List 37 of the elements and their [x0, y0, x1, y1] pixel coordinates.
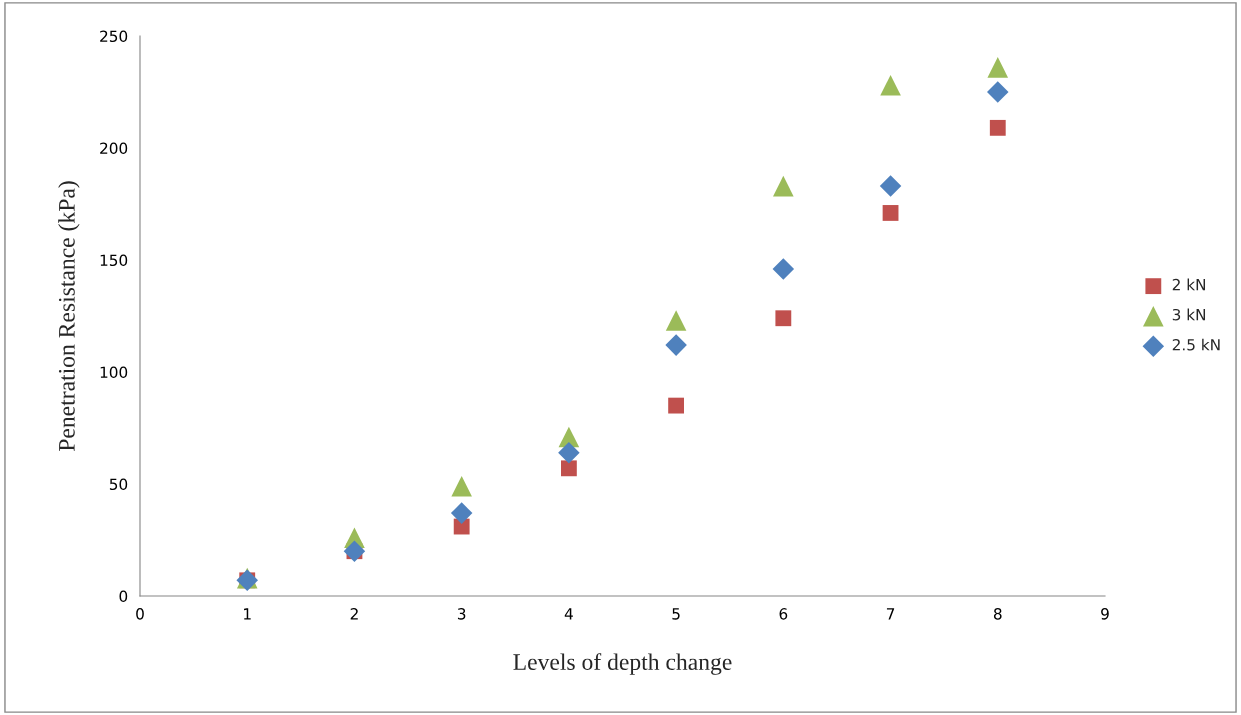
- point: [560, 460, 577, 477]
- x-tick-label: 8: [993, 608, 1002, 620]
- x-tick-label: 2: [350, 608, 358, 620]
- x-tick-label: 4: [564, 608, 573, 620]
- point: [773, 175, 794, 197]
- x-tick-label: 0: [136, 608, 144, 620]
- point: [450, 502, 473, 524]
- x-tick-label: 5: [672, 608, 680, 620]
- point: [989, 119, 1006, 136]
- point: [987, 57, 1009, 78]
- y-tick-label: 150: [100, 254, 128, 267]
- x-tick-label: 7: [886, 608, 895, 620]
- x-tick-label: 6: [779, 608, 788, 620]
- x-axis-title: Levels of depth change: [513, 653, 732, 675]
- x-tick-label: 1: [244, 608, 251, 620]
- y-axis-title: Penetration Resistance (kPa): [58, 181, 80, 452]
- point: [775, 310, 792, 327]
- point: [558, 441, 580, 464]
- legend-label: 2 kN: [1172, 278, 1206, 291]
- point: [665, 334, 687, 356]
- x-tick-label: 9: [1101, 608, 1109, 620]
- point: [668, 397, 685, 414]
- x-tick-label: 3: [457, 608, 466, 620]
- point: [772, 258, 795, 280]
- legend-label: 3 kN: [1172, 308, 1206, 321]
- point: [882, 205, 899, 221]
- point: [665, 310, 687, 331]
- legend-label: 2.5 kN: [1172, 338, 1220, 351]
- y-tick-label: 250: [100, 30, 128, 43]
- point: [451, 475, 472, 497]
- point: [880, 74, 901, 96]
- point: [879, 175, 902, 197]
- y-tick-label: 0: [119, 590, 128, 603]
- point: [987, 81, 1009, 103]
- y-tick-label: 200: [100, 142, 128, 155]
- y-tick-label: 100: [100, 366, 128, 379]
- y-tick-label: 50: [109, 478, 128, 491]
